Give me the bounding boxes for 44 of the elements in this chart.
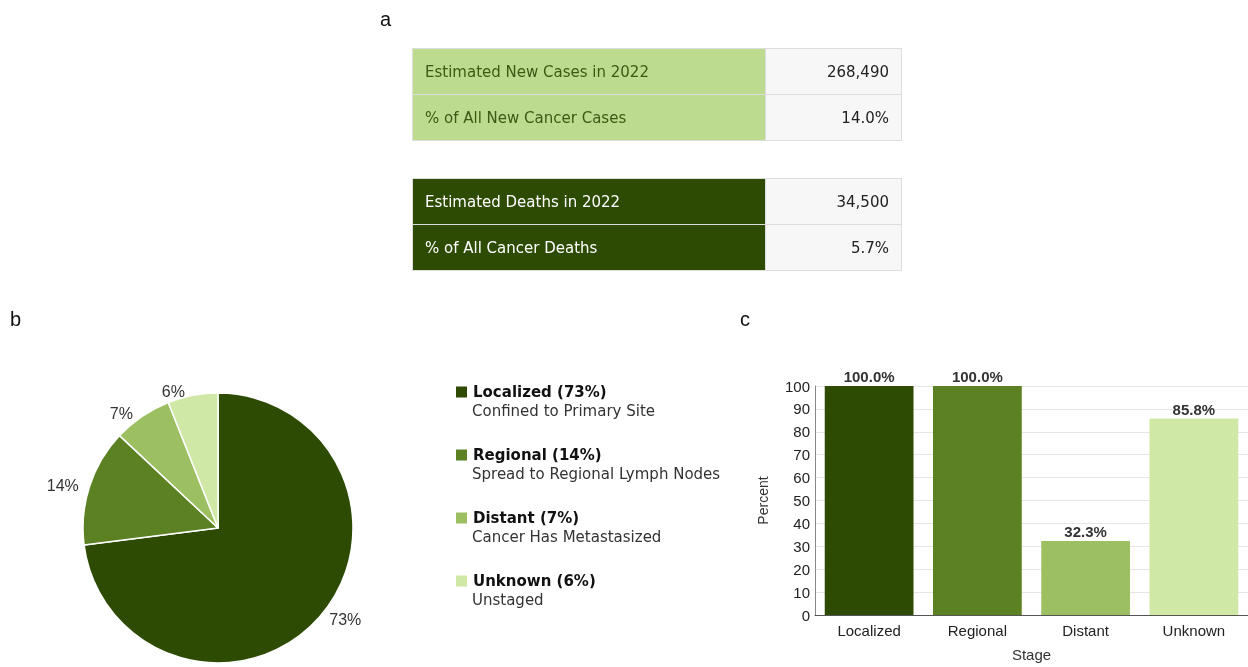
legend-label: Unknown (6%) — [473, 572, 596, 590]
y-tick-label: 50 — [793, 492, 810, 509]
legend-label: Distant (7%) — [473, 509, 580, 527]
y-tick-label: 60 — [793, 469, 810, 487]
x-axis-title: Stage — [1011, 646, 1052, 663]
text: 34,500 — [766, 179, 901, 224]
text: % of All Cancer Deaths — [413, 225, 766, 270]
y-axis-title: Percent — [755, 476, 771, 525]
x-tick-label: Distant — [1062, 622, 1110, 639]
text: Spread to Regional Lymph Nodes — [472, 465, 721, 483]
data-label: 73% — [329, 611, 362, 629]
y-tick-label: 20 — [793, 560, 810, 578]
text: Estimated Deaths in 2022 — [413, 179, 766, 224]
text: 5.7% — [766, 225, 901, 270]
data-label: 6% — [161, 382, 185, 400]
y-tick-label: 40 — [793, 514, 810, 532]
y-tick-label: 70 — [793, 446, 810, 464]
data-label: 32.3% — [1064, 523, 1107, 541]
y-tick-label: 100 — [784, 377, 810, 395]
chart-title: c — [740, 308, 750, 331]
text: Confined to Primary Site — [472, 402, 655, 420]
text: Estimated New Cases in 2022 — [413, 49, 766, 94]
text: Unstaged — [472, 591, 544, 609]
chart-title: b — [10, 308, 22, 331]
text: Cancer Has Metastasized — [472, 528, 662, 546]
data-label: 100.0% — [951, 368, 1003, 385]
x-tick-label: Localized — [837, 622, 901, 639]
legend-label: Localized (73%) — [473, 383, 607, 401]
text: 14.0% — [766, 95, 901, 140]
text: % of All New Cancer Cases — [413, 95, 766, 140]
y-tick-label: 10 — [793, 583, 810, 601]
data-label: 14% — [46, 476, 79, 494]
data-label: 100.0% — [843, 368, 895, 385]
text: 268,490 — [766, 49, 901, 94]
data-label: 7% — [109, 404, 133, 422]
data-label: 85.8% — [1172, 400, 1216, 418]
text: a — [380, 8, 392, 31]
x-tick-label: Regional — [947, 622, 1007, 639]
x-tick-label: Unknown — [1162, 622, 1226, 639]
y-tick-label: 80 — [793, 423, 810, 441]
y-tick-label: 30 — [793, 537, 810, 555]
y-tick-label: 90 — [793, 400, 810, 418]
y-tick-label: 0 — [801, 606, 810, 624]
legend-label: Regional (14%) — [473, 446, 602, 464]
